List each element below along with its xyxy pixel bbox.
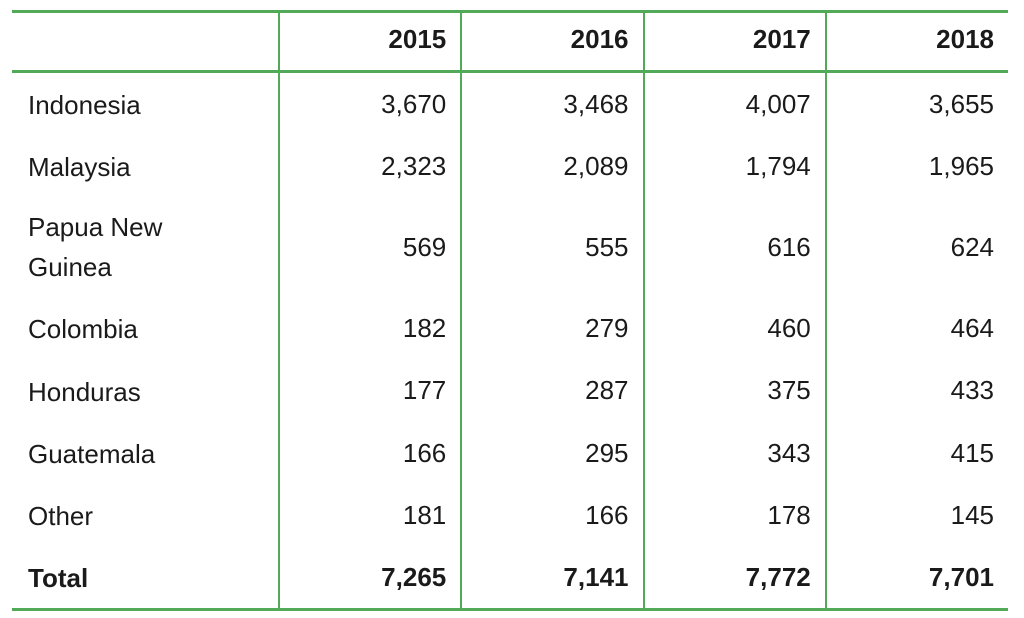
row-label: Other [28, 500, 94, 531]
value-cell: 4,007 [642, 71, 826, 136]
year-header-cell: 2017 [642, 11, 826, 72]
value-cell: 3,655 [824, 71, 1008, 136]
table-row: Other 181 166 178 145 [12, 483, 1008, 546]
value-cell: 1,794 [642, 135, 826, 198]
row-label-cell: Honduras [12, 359, 279, 421]
table-row: Colombia 182 279 460 464 [12, 297, 1008, 360]
value-cell: 145 [824, 483, 1008, 546]
value-cell: 3,670 [277, 71, 462, 136]
table-row: Guatemala 166 295 343 415 [12, 421, 1008, 484]
value-cell: 295 [460, 421, 644, 484]
value-cell: 7,772 [642, 545, 826, 610]
table-header: 2015 2016 2017 2018 [12, 11, 1008, 72]
value-cell: 287 [460, 359, 644, 422]
row-label: Guatemala [28, 438, 156, 469]
value-cell: 1,965 [824, 135, 1008, 198]
country-year-data-table: 2015 2016 2017 2018 Indonesia 3,670 3,468 4,00… [12, 10, 1008, 611]
value-cell: 181 [277, 483, 462, 546]
value-cell: 166 [460, 483, 644, 546]
value-cell: 2,323 [277, 135, 462, 198]
value-cell: 7,265 [277, 545, 462, 610]
value-cell: 7,701 [824, 545, 1008, 610]
country-year-table-container: 2015 2016 2017 2018 Indonesia 3,670 3,468 4,00… [12, 10, 1008, 611]
table-row: Total 7,265 7,141 7,772 7,701 [12, 545, 1008, 610]
row-label-cell: Malaysia [12, 135, 279, 197]
row-label-cell: Other [12, 484, 279, 546]
year-header-cell: 2016 [460, 11, 644, 72]
value-cell: 460 [642, 297, 826, 360]
row-label: Honduras [28, 376, 141, 407]
value-cell: 178 [642, 483, 826, 546]
value-cell: 624 [824, 197, 1008, 298]
value-cell: 182 [277, 297, 462, 360]
value-cell: 166 [277, 421, 462, 484]
value-cell: 555 [460, 197, 644, 298]
table-body: Indonesia 3,670 3,468 4,007 3,655 Malaysia 2,3… [12, 71, 1008, 610]
row-label: Malaysia [28, 152, 131, 183]
table-row: Honduras 177 287 375 433 [12, 359, 1008, 422]
value-cell: 616 [642, 197, 826, 298]
value-cell: 464 [824, 297, 1008, 360]
row-label-cell: Guatemala [12, 422, 279, 484]
value-cell: 3,468 [460, 71, 644, 136]
row-label-cell: Indonesia [12, 72, 279, 136]
value-cell: 415 [824, 421, 1008, 484]
value-cell: 433 [824, 359, 1008, 422]
row-label: Papua New Guinea [28, 212, 163, 283]
table-row: Indonesia 3,670 3,468 4,007 3,655 [12, 71, 1008, 136]
year-header-cell: 2018 [824, 11, 1008, 72]
row-label-cell: Papua New Guinea [12, 197, 279, 297]
row-label-cell: Total [12, 546, 279, 610]
value-cell: 2,089 [460, 135, 644, 198]
row-label: Total [28, 562, 89, 593]
table-row: Papua New Guinea 569 555 616 624 [12, 197, 1008, 298]
value-cell: 343 [642, 421, 826, 484]
corner-header-cell [12, 12, 279, 72]
table-row: Malaysia 2,323 2,089 1,794 1,965 [12, 135, 1008, 198]
value-cell: 569 [277, 197, 462, 298]
row-label-cell: Colombia [12, 297, 279, 359]
value-cell: 279 [460, 297, 644, 360]
value-cell: 7,141 [460, 545, 644, 610]
header-row: 2015 2016 2017 2018 [12, 11, 1008, 72]
value-cell: 177 [277, 359, 462, 422]
row-label: Colombia [28, 314, 138, 345]
row-label: Indonesia [28, 90, 141, 121]
year-header-cell: 2015 [277, 11, 462, 72]
value-cell: 375 [642, 359, 826, 422]
